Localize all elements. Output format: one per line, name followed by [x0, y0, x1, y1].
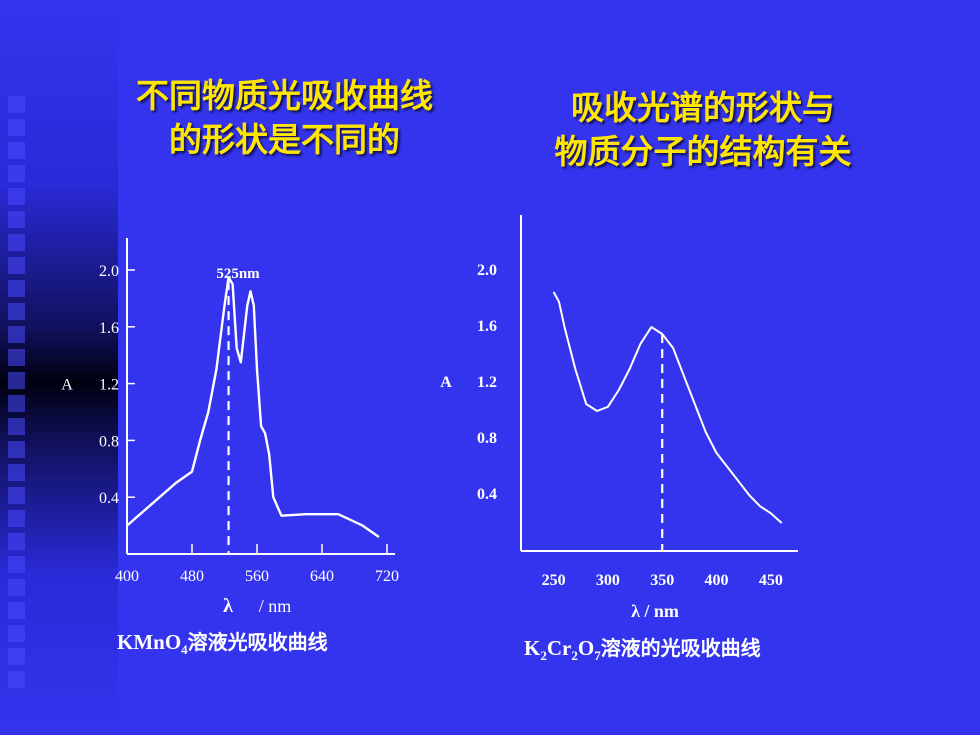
decorative-square: [8, 211, 25, 228]
right-heading: 吸收光谱的形状与 物质分子的结构有关: [528, 86, 878, 174]
kmno4-caption-text: 溶液光吸收曲线: [187, 630, 328, 654]
k2cr2o7-x-axis-label: λ / nm: [631, 601, 679, 621]
left-heading-line-2: 的形状是不同的: [169, 120, 400, 159]
kmno4-y-tick-label: 1.2: [99, 377, 119, 394]
kmno4-x-tick-label: 400: [115, 568, 139, 585]
k2cr2o7-x-tick-label: 400: [705, 572, 729, 589]
k2cr2o7-absorption-curve: [552, 291, 783, 524]
kmno4-y-tick-label: 2.0: [99, 263, 119, 280]
decorative-square: [8, 395, 25, 412]
kmno4-y-tick-label: 0.4: [99, 490, 119, 507]
k2cr2o7-y-tick-label: 0.4: [477, 486, 497, 503]
decorative-square: [8, 142, 25, 159]
decorative-square: [8, 280, 25, 297]
k2cr2o7-caption-sub-3: 7: [594, 648, 601, 664]
k2cr2o7-caption-text: 溶液的光吸收曲线: [600, 636, 761, 660]
kmno4-caption-subscript: 4: [181, 642, 188, 658]
kmno4-y-tick-label: 0.8: [99, 433, 119, 450]
decorative-square: [8, 625, 25, 642]
decorative-square: [8, 119, 25, 136]
kmno4-chart: 0.4 0.8 1.2 1.6 2.0 A 400 480 560 640 720 λ / nm 525n…: [61, 238, 399, 617]
kmno4-absorption-curve: [126, 275, 380, 538]
k2cr2o7-caption-sub-1: 2: [540, 648, 547, 664]
decorative-square: [8, 418, 25, 435]
decorative-square: [8, 303, 25, 320]
k2cr2o7-caption-k: K: [524, 636, 541, 660]
k2cr2o7-x-tick-label: 450: [759, 572, 783, 589]
k2cr2o7-caption-cr: Cr: [546, 636, 572, 660]
kmno4-x-tick-label: 640: [310, 568, 334, 585]
k2cr2o7-y-tick-label: 1.2: [477, 374, 497, 391]
decorative-square: [8, 602, 25, 619]
decorative-square: [8, 510, 25, 527]
decorative-square: [8, 372, 25, 389]
kmno4-x-tick-label: 480: [180, 568, 204, 585]
decorative-squares: [2, 0, 32, 735]
left-heading: 不同物质光吸收曲线 的形状是不同的: [112, 74, 457, 162]
k2cr2o7-y-tick-label: 2.0: [477, 262, 497, 279]
decorative-square: [8, 257, 25, 274]
kmno4-caption-formula: KMnO: [117, 630, 182, 654]
decorative-square: [8, 96, 25, 113]
k2cr2o7-caption-sub-2: 2: [571, 648, 578, 664]
decorative-square: [8, 671, 25, 688]
kmno4-x-tick-label: 720: [375, 568, 399, 585]
right-heading-line-1: 吸收光谱的形状与: [571, 88, 835, 127]
decorative-square: [8, 441, 25, 458]
k2cr2o7-x-tick-label: 250: [542, 572, 566, 589]
k2cr2o7-y-axis-label: A: [440, 374, 452, 391]
kmno4-peak-label: 525nm: [216, 266, 260, 282]
decorative-square: [8, 487, 25, 504]
decorative-square: [8, 533, 25, 550]
kmno4-x-axis-unit: / nm: [259, 596, 292, 616]
kmno4-y-axis-label: A: [61, 377, 73, 394]
k2cr2o7-chart: 0.4 0.8 1.2 1.6 2.0 A 250 300 350 400 450 λ / nm: [440, 215, 798, 621]
kmno4-caption: KMnO4溶液光吸收曲线: [117, 626, 328, 658]
kmno4-x-axis-label: λ: [223, 595, 233, 617]
decorative-square: [8, 464, 25, 481]
decorative-square: [8, 648, 25, 665]
decorative-square: [8, 349, 25, 366]
decorative-square: [8, 326, 25, 343]
decorative-square: [8, 556, 25, 573]
kmno4-y-tick-label: 1.6: [99, 320, 119, 337]
k2cr2o7-y-tick-label: 1.6: [477, 318, 497, 335]
kmno4-x-tick-label: 560: [245, 568, 269, 585]
decorative-square: [8, 188, 25, 205]
k2cr2o7-caption: K2Cr2O7溶液的光吸收曲线: [524, 632, 761, 664]
decorative-square: [8, 234, 25, 251]
k2cr2o7-x-tick-label: 350: [650, 572, 674, 589]
k2cr2o7-x-tick-label: 300: [596, 572, 620, 589]
right-heading-line-2: 物质分子的结构有关: [554, 132, 852, 171]
k2cr2o7-caption-o: O: [577, 636, 595, 660]
left-heading-line-1: 不同物质光吸收曲线: [136, 76, 433, 115]
decorative-square: [8, 579, 25, 596]
k2cr2o7-y-tick-label: 0.8: [477, 430, 497, 447]
decorative-square: [8, 165, 25, 182]
